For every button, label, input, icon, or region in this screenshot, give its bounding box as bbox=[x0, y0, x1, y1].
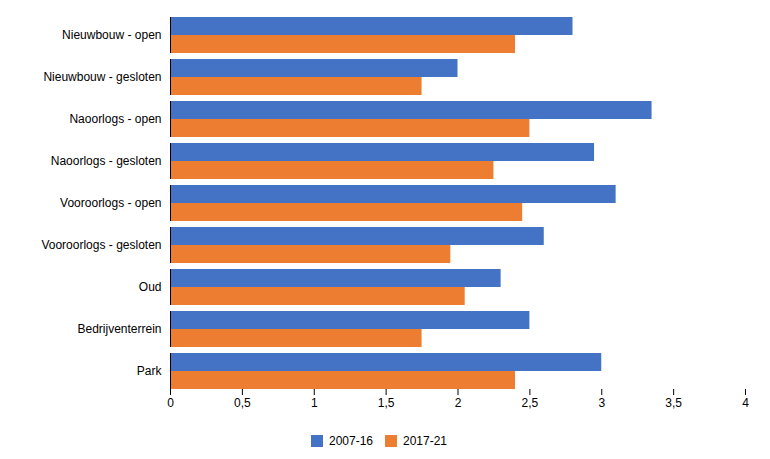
svg-text:3,5: 3,5 bbox=[665, 396, 682, 410]
svg-text:Naoorlogs - gesloten: Naoorlogs - gesloten bbox=[51, 154, 162, 168]
svg-text:Oud: Oud bbox=[139, 280, 162, 294]
svg-text:Nieuwbouw - gesloten: Nieuwbouw - gesloten bbox=[43, 70, 161, 84]
svg-text:Park: Park bbox=[137, 364, 163, 378]
svg-text:2: 2 bbox=[455, 396, 462, 410]
svg-text:Naoorlogs - open: Naoorlogs - open bbox=[69, 112, 161, 126]
svg-text:Vooroorlogs - gesloten: Vooroorlogs - gesloten bbox=[41, 238, 161, 252]
svg-text:Bedrijventerrein: Bedrijventerrein bbox=[77, 322, 161, 336]
svg-text:0: 0 bbox=[167, 396, 174, 410]
html-text:2007-16: 2007-16 bbox=[329, 433, 373, 448]
svg-text:1,5: 1,5 bbox=[378, 396, 395, 410]
svg-text:Nieuwbouw - open: Nieuwbouw - open bbox=[62, 28, 161, 42]
svg-text:1: 1 bbox=[311, 396, 318, 410]
svg-text:4: 4 bbox=[742, 396, 749, 410]
html-text:2017-21: 2017-21 bbox=[403, 433, 447, 448]
svg-text:Vooroorlogs - open: Vooroorlogs - open bbox=[60, 196, 161, 210]
svg-text:2,5: 2,5 bbox=[522, 396, 539, 410]
svg-text:3: 3 bbox=[598, 396, 605, 410]
svg-text:0,5: 0,5 bbox=[234, 396, 251, 410]
